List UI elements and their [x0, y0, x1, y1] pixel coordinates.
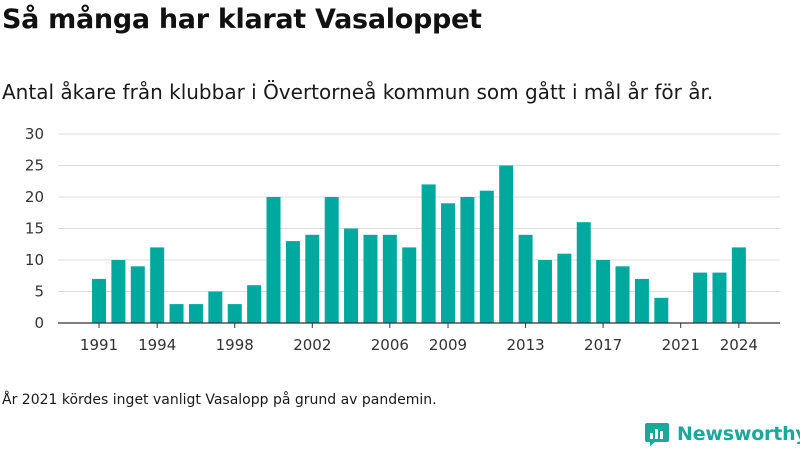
bar-chart-speech-icon	[645, 423, 669, 446]
bar-2019	[634, 278, 649, 323]
footnote: År 2021 kördes inget vanligt Vasalopp på…	[2, 392, 437, 408]
x-axis-ticks: 1991 1994 1998 2002 2006 2009 2013 2017 2021 2024	[80, 323, 758, 354]
y-tick-label: 20	[25, 188, 44, 206]
x-tick-label: 2002	[293, 336, 331, 354]
x-tick-label: 2013	[506, 336, 544, 354]
bar-2001	[285, 241, 300, 323]
bar-1992	[111, 260, 126, 323]
bar-2008	[421, 184, 436, 323]
x-tick-label: 2009	[429, 336, 467, 354]
bar-2005	[363, 234, 378, 323]
y-tick-label: 0	[34, 314, 44, 332]
chart-title: Så många har klarat Vasaloppet	[2, 4, 482, 35]
bar-2014	[537, 260, 552, 323]
x-tick-label: 1998	[216, 336, 254, 354]
bar-2022	[693, 272, 708, 323]
bars	[92, 165, 746, 323]
bar-1994	[150, 247, 165, 323]
bar-2003	[324, 197, 339, 323]
y-tick-label: 15	[25, 220, 44, 238]
bar-2011	[479, 190, 494, 323]
bar-1997	[208, 291, 223, 323]
y-axis-ticks: 0 5 10 15 20 25 30	[25, 125, 44, 332]
y-tick-label: 10	[25, 251, 44, 269]
x-tick-label: 2017	[584, 336, 622, 354]
bar-2015	[557, 253, 572, 323]
bar-2000	[266, 197, 281, 323]
brand-logo: Newsworthy	[644, 420, 800, 448]
bar-2007	[402, 247, 417, 323]
bar-2004	[344, 228, 359, 323]
x-tick-label: 2006	[371, 336, 409, 354]
bar-2020	[654, 297, 669, 323]
brand-name: Newsworthy	[677, 423, 800, 445]
bar-2009	[441, 203, 456, 323]
bar-2006	[382, 234, 397, 323]
chart-subtitle: Antal åkare från klubbar i Övertorneå ko…	[2, 80, 714, 104]
bar-2016	[576, 222, 591, 323]
bar-2012	[499, 165, 514, 323]
grid-lines	[58, 133, 780, 292]
bar-chart: 0 5 10 15 20 25 30 1991 1994 1998 2002 2006 2009 201…	[25, 125, 780, 354]
bar-1995	[169, 304, 184, 323]
x-tick-label: 2024	[720, 336, 758, 354]
x-tick-label: 1991	[80, 336, 118, 354]
y-tick-label: 30	[25, 125, 44, 143]
bar-2017	[596, 260, 611, 323]
y-tick-label: 25	[25, 157, 44, 175]
bar-2024	[731, 247, 746, 323]
bar-1998	[227, 304, 242, 323]
bar-1996	[188, 304, 203, 323]
bar-2010	[460, 197, 475, 323]
bar-2023	[712, 272, 727, 323]
bar-1993	[130, 266, 145, 323]
bar-2002	[305, 234, 320, 323]
bar-2018	[615, 266, 630, 323]
bar-1991	[92, 278, 106, 323]
x-tick-label: 1994	[138, 336, 176, 354]
bar-1999	[247, 285, 262, 323]
bar-2013	[518, 234, 533, 323]
x-tick-label: 2021	[662, 336, 700, 354]
y-tick-label: 5	[34, 283, 44, 301]
